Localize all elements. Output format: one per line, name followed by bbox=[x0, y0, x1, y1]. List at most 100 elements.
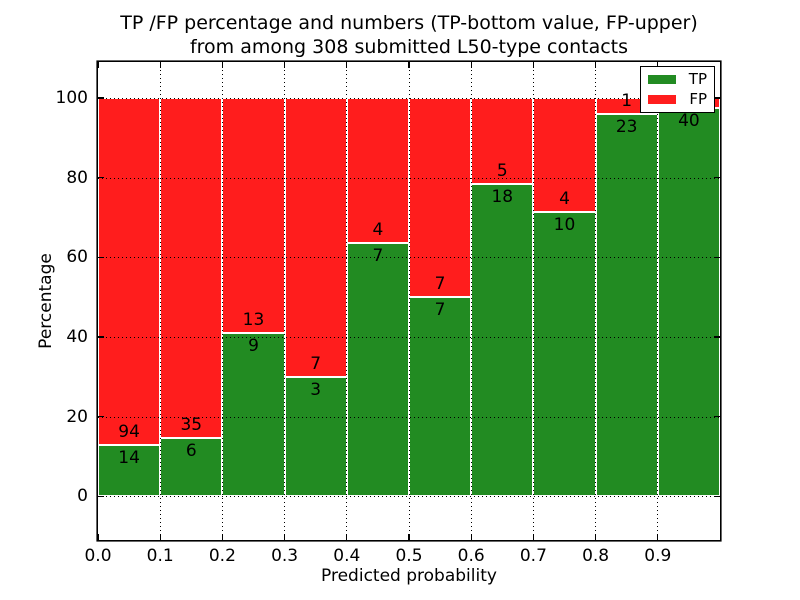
y-tick-mark-left bbox=[98, 495, 104, 497]
fp-count-label: 5 bbox=[496, 161, 508, 182]
x-tick-mark-bottom bbox=[159, 534, 161, 540]
x-tick-mark-top bbox=[657, 62, 659, 68]
bar-segment-tp bbox=[409, 297, 472, 497]
chart-title: TP /FP percentage and numbers (TP-bottom… bbox=[98, 11, 720, 59]
x-tick-mark-bottom bbox=[532, 534, 534, 540]
bar-segment-tp bbox=[284, 376, 347, 497]
bar-segment-tp bbox=[657, 107, 720, 497]
x-tick-label: 0.8 bbox=[582, 546, 610, 566]
tp-count-label: 7 bbox=[434, 300, 446, 321]
y-tick-mark-right bbox=[714, 416, 720, 418]
y-tick-mark-left bbox=[98, 97, 104, 99]
y-tick-mark-right bbox=[714, 97, 720, 99]
x-tick-mark-bottom bbox=[595, 534, 597, 540]
y-tick-label: 20 bbox=[66, 406, 88, 427]
legend-row: FP bbox=[648, 92, 707, 107]
x-tick-mark-top bbox=[97, 62, 99, 68]
legend-swatch-tp bbox=[648, 75, 676, 84]
gridline-vertical bbox=[221, 62, 223, 540]
y-tick-label: 40 bbox=[66, 326, 88, 347]
tp-count-label: 3 bbox=[310, 379, 322, 400]
bar-segment-tp bbox=[222, 333, 285, 497]
fp-count-label: 1 bbox=[621, 91, 633, 112]
fp-count-label: 4 bbox=[559, 188, 570, 209]
tp-count-label: 14 bbox=[118, 447, 140, 468]
x-tick-label: 0.5 bbox=[395, 546, 423, 566]
x-axis-label: Predicted probability bbox=[321, 566, 497, 586]
bar-segment-tp bbox=[471, 184, 534, 497]
y-axis-label: Percentage bbox=[36, 253, 56, 349]
bar-segment-fp bbox=[284, 97, 347, 377]
legend-label: FP bbox=[689, 90, 707, 108]
chart-title-line1: TP /FP percentage and numbers (TP-bottom… bbox=[120, 12, 698, 34]
y-tick-mark-right bbox=[714, 336, 720, 338]
fp-count-label: 7 bbox=[310, 353, 322, 374]
gridline-vertical bbox=[284, 62, 286, 540]
gridline-vertical bbox=[657, 62, 659, 540]
y-tick-label: 80 bbox=[66, 167, 88, 188]
bar-segment-fp bbox=[409, 97, 472, 297]
x-tick-mark-bottom bbox=[408, 534, 410, 540]
x-tick-mark-top bbox=[221, 62, 223, 68]
fp-count-label: 7 bbox=[434, 274, 446, 295]
x-tick-mark-bottom bbox=[470, 534, 472, 540]
fp-count-label: 35 bbox=[180, 414, 203, 435]
y-tick-mark-right bbox=[714, 256, 720, 258]
tp-count-label: 7 bbox=[372, 245, 384, 266]
x-tick-label: 0.2 bbox=[208, 546, 236, 566]
legend-row: TP bbox=[648, 72, 707, 87]
y-tick-mark-right bbox=[714, 177, 720, 179]
x-tick-mark-top bbox=[470, 62, 472, 68]
tp-count-label: 18 bbox=[491, 187, 514, 208]
bar-segment-fp bbox=[98, 97, 161, 445]
legend-swatch-fp bbox=[648, 95, 676, 104]
gridline-vertical bbox=[346, 62, 348, 540]
x-tick-label: 0.1 bbox=[146, 546, 174, 566]
x-tick-mark-top bbox=[284, 62, 286, 68]
y-tick-mark-left bbox=[98, 336, 104, 338]
bar-segment-fp bbox=[160, 97, 223, 438]
bar-segment-fp bbox=[346, 97, 409, 243]
x-tick-label: 0.3 bbox=[271, 546, 299, 566]
x-tick-mark-bottom bbox=[221, 534, 223, 540]
bar-segment-fp bbox=[471, 97, 534, 185]
gridline-vertical bbox=[159, 62, 161, 540]
y-tick-label: 100 bbox=[55, 87, 88, 108]
x-tick-mark-top bbox=[159, 62, 161, 68]
x-tick-mark-bottom bbox=[346, 534, 348, 540]
y-tick-mark-left bbox=[98, 177, 104, 179]
x-tick-label: 0.7 bbox=[519, 546, 547, 566]
tp-count-label: 23 bbox=[615, 117, 638, 138]
fp-count-label: 13 bbox=[242, 310, 265, 331]
x-tick-mark-top bbox=[346, 62, 348, 68]
x-tick-label: 0.4 bbox=[333, 546, 361, 566]
bar-segment-tp bbox=[533, 211, 596, 497]
y-tick-mark-left bbox=[98, 416, 104, 418]
gridline-vertical bbox=[408, 62, 410, 540]
bar-segment-tp bbox=[346, 242, 409, 497]
x-tick-mark-top bbox=[532, 62, 534, 68]
y-tick-label: 60 bbox=[66, 247, 88, 268]
x-tick-mark-top bbox=[595, 62, 597, 68]
tp-count-label: 6 bbox=[185, 440, 197, 461]
chart-title-line2: from among 308 submitted L50-type contac… bbox=[189, 36, 629, 58]
y-tick-mark-right bbox=[714, 495, 720, 497]
gridline-vertical bbox=[532, 62, 534, 540]
tp-count-label: 9 bbox=[248, 336, 259, 357]
legend: TP FP bbox=[640, 66, 715, 113]
x-tick-mark-bottom bbox=[97, 534, 99, 540]
x-tick-label: 0.9 bbox=[644, 546, 672, 566]
x-tick-mark-bottom bbox=[657, 534, 659, 540]
fp-count-label: 94 bbox=[118, 421, 140, 442]
bar-segment-tp bbox=[98, 444, 161, 497]
legend-label: TP bbox=[688, 70, 707, 88]
gridline-vertical bbox=[595, 62, 597, 540]
x-tick-label: 0.6 bbox=[457, 546, 485, 566]
bar-segment-tp bbox=[160, 437, 223, 497]
x-tick-mark-top bbox=[408, 62, 410, 68]
tp-count-label: 40 bbox=[678, 110, 700, 131]
bar-segment-fp bbox=[222, 97, 285, 334]
x-tick-mark-bottom bbox=[284, 534, 286, 540]
x-tick-label: 0.0 bbox=[84, 546, 112, 566]
